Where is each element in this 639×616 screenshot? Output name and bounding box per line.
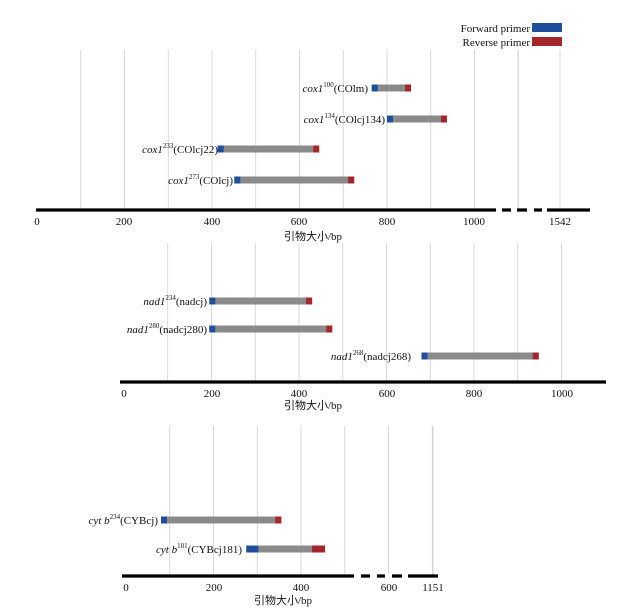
legend-reverse-label: Reverse primer	[463, 37, 531, 49]
amplicon-bar	[387, 115, 447, 123]
gene-name: cyt b	[156, 544, 178, 556]
axis-title: 引物大小/bp	[284, 229, 343, 243]
amplicon-bar	[217, 145, 320, 153]
amplicon-bar	[421, 352, 539, 360]
gene-name: cox1	[303, 83, 324, 95]
primer-label: nad1280(nadcj280)	[127, 322, 207, 336]
forward-primer-mark	[209, 297, 216, 305]
tick-label: 800	[379, 216, 396, 228]
amplicon-bar	[161, 516, 282, 524]
tick-label: 1000	[463, 216, 486, 228]
primer-label: nad1234(nadcj)	[143, 294, 207, 308]
tick-label: 1000	[551, 388, 574, 400]
tick-label: 600	[291, 216, 308, 228]
amplicon-size: 234	[165, 294, 176, 302]
reverse-primer-mark	[312, 545, 326, 553]
forward-primer-mark	[246, 545, 259, 553]
legend-forward-label: Forward primer	[461, 23, 531, 35]
primer-label: cox1233(COlcj22)	[142, 142, 218, 156]
reverse-primer-mark	[326, 325, 333, 333]
reverse-primer-mark	[348, 176, 355, 184]
tick-label: 200	[116, 216, 133, 228]
amplicon-size: 268	[353, 349, 364, 357]
reverse-primer-mark	[313, 145, 320, 153]
primer-name: (COlm)	[334, 83, 369, 95]
primer-name: (CYBcj)	[120, 515, 158, 527]
gene-name: cox1	[168, 175, 189, 187]
primer-label: nad1268(nadcj268)	[331, 349, 411, 363]
forward-primer-mark	[234, 176, 241, 184]
reverse-primer-mark	[532, 352, 539, 360]
amplicon-bar	[246, 545, 326, 553]
tick-label: 200	[204, 388, 221, 400]
primer-name: (nadcj268)	[363, 351, 411, 363]
gene-name: cox1	[142, 144, 163, 156]
amplicon-size: 233	[163, 142, 174, 150]
panel-cox1: 0 200 400 600 800 1000 1542引物大小/bpcox1100(COlm…	[34, 50, 590, 243]
tick-label: 800	[466, 388, 483, 400]
primer-name: (COlcj)	[199, 175, 233, 187]
primer-label: cyt b181(CYBcj181)	[156, 542, 242, 556]
amplicon-bar	[234, 176, 355, 184]
tick-label: 200	[206, 582, 223, 594]
forward-primer-mark	[161, 516, 167, 524]
forward-primer-mark	[209, 325, 216, 333]
axis-title: 引物大小/bp	[284, 398, 343, 412]
amplicon-bar	[371, 84, 412, 92]
tick-label: 0	[34, 216, 40, 228]
reverse-primer-mark	[306, 297, 313, 305]
amplicon-size: 100	[323, 81, 334, 89]
tick-label: 400	[293, 582, 310, 594]
panel-nad1: 0 200 400 600 800 1000引物大小/bpnad1234(nadcj)na…	[120, 243, 606, 412]
primer-name: (nadcj)	[176, 296, 207, 308]
legend-forward-swatch	[532, 23, 562, 32]
gene-name: nad1	[127, 324, 149, 336]
primer-name: (CYBcj181)	[188, 544, 243, 556]
primer-label: cox1134(COlcj134)	[304, 112, 386, 126]
amplicon-size: 280	[149, 322, 160, 330]
tick-label: 0	[121, 388, 127, 400]
forward-primer-mark	[371, 84, 378, 92]
gene-name: nad1	[331, 351, 353, 363]
axis-title: 引物大小/bp	[254, 593, 313, 607]
legend-reverse-swatch	[532, 37, 562, 46]
gene-name: cyt b	[89, 515, 111, 527]
primer-name: (nadcj280)	[159, 324, 207, 336]
amplicon-size: 181	[177, 542, 188, 550]
reverse-primer-mark	[440, 115, 447, 123]
amplicon-size: 273	[189, 173, 200, 181]
amplicon-bar	[209, 325, 333, 333]
forward-primer-mark	[387, 115, 393, 123]
tick-label: 0	[123, 582, 129, 594]
primer-label: cyt b234(CYBcj)	[89, 513, 159, 527]
tick-label: 600	[381, 582, 398, 594]
primer-label: cox1100(COlm)	[303, 81, 369, 95]
reverse-primer-mark	[275, 516, 282, 524]
tick-label: 1542	[549, 216, 571, 228]
gene-name: cox1	[304, 114, 325, 126]
tick-label: 1151	[422, 582, 444, 594]
tick-label: 400	[204, 216, 221, 228]
tick-label: 400	[291, 388, 308, 400]
gene-name: nad1	[143, 296, 165, 308]
amplicon-size: 234	[110, 513, 121, 521]
primer-name: (COlcj22)	[173, 144, 218, 156]
primer-label: cox1273(COlcj)	[168, 173, 233, 187]
forward-primer-mark	[217, 145, 224, 153]
amplicon-bar	[209, 297, 313, 305]
primer-name: (COlcj134)	[335, 114, 385, 126]
reverse-primer-mark	[405, 84, 412, 92]
tick-label: 600	[379, 388, 396, 400]
forward-primer-mark	[421, 352, 428, 360]
amplicon-size: 134	[324, 112, 335, 120]
